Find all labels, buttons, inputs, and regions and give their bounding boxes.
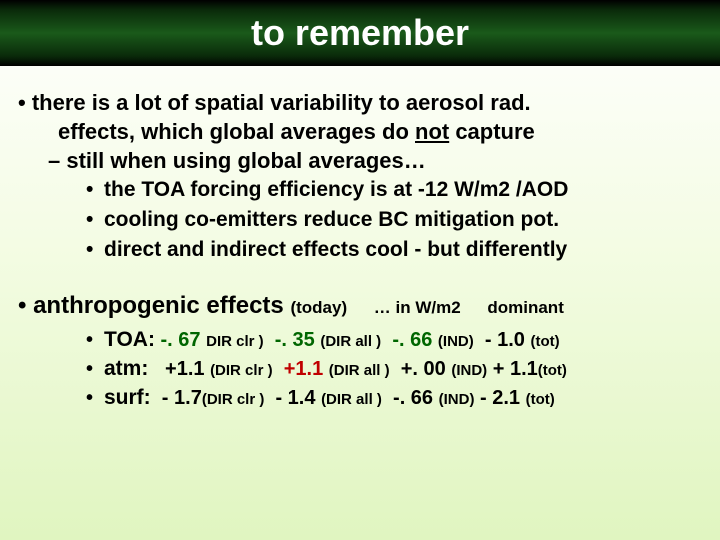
slide-body: • there is a lot of spatial variability … bbox=[0, 66, 720, 413]
row-v1: +1.1 bbox=[165, 358, 204, 380]
row-v3: +. 00 bbox=[401, 358, 446, 380]
row-p2: (DIR all ) bbox=[321, 391, 382, 408]
slide-title: to remember bbox=[251, 12, 469, 54]
sub-bullet-1-text: the TOA forcing efficiency is at -12 W/m… bbox=[104, 178, 568, 201]
row-p1: DIR clr ) bbox=[206, 333, 264, 350]
row-v2: +1.1 bbox=[284, 358, 323, 380]
section-2-head-main: • anthropogenic effects bbox=[18, 292, 290, 319]
sub-bullet-3-text: direct and indirect effects cool - but d… bbox=[104, 238, 567, 261]
row-label: atm: bbox=[104, 357, 148, 380]
section-2-inwm2: … in W/m2 bbox=[374, 298, 461, 317]
sub-bullet-2: •cooling co-emitters reduce BC mitigatio… bbox=[18, 206, 702, 234]
section-2-dominant: dominant bbox=[487, 298, 564, 317]
section-2: • anthropogenic effects (today) … in W/m… bbox=[18, 292, 702, 413]
sub-bullet-3: •direct and indirect effects cool - but … bbox=[18, 236, 702, 264]
row-label: TOA: bbox=[104, 328, 155, 351]
anthro-table: •TOA: -. 67 DIR clr ) -. 35 (DIR all ) -… bbox=[18, 326, 702, 413]
table-row: •surf: - 1.7(DIR clr ) - 1.4 (DIR all ) … bbox=[86, 384, 702, 413]
row-v1: - 1.7 bbox=[162, 387, 202, 409]
row-p2: (DIR all ) bbox=[320, 333, 381, 350]
section-2-today: (today) bbox=[290, 298, 347, 317]
section-2-head: • anthropogenic effects (today) … in W/m… bbox=[18, 292, 702, 320]
bullet-1-line1: • there is a lot of spatial variability … bbox=[18, 88, 702, 117]
bullet-1-dash: – still when using global averages… bbox=[18, 148, 702, 174]
row-vt: - 2.1 bbox=[480, 387, 520, 409]
row-vt: + 1.1 bbox=[493, 358, 538, 380]
row-p2: (DIR all ) bbox=[329, 362, 390, 379]
row-v2: - 1.4 bbox=[275, 387, 315, 409]
bullet-1-line2a: effects, which global averages do bbox=[58, 119, 415, 144]
bullet-1-line2b: capture bbox=[449, 119, 535, 144]
row-v3: -. 66 bbox=[393, 387, 433, 409]
row-vt: - 1.0 bbox=[485, 329, 525, 351]
row-pt: (tot) bbox=[538, 362, 567, 379]
row-p3: (IND) bbox=[439, 391, 475, 408]
row-v2: -. 35 bbox=[275, 329, 315, 351]
bullet-1-not: not bbox=[415, 119, 449, 144]
row-p1: (DIR clr ) bbox=[210, 362, 273, 379]
sub-bullet-1: •the TOA forcing efficiency is at -12 W/… bbox=[18, 176, 702, 204]
row-p3: (IND) bbox=[451, 362, 487, 379]
row-p1: (DIR clr ) bbox=[202, 391, 265, 408]
row-pt: (tot) bbox=[530, 333, 559, 350]
table-row: •atm: +1.1 (DIR clr ) +1.1 (DIR all ) +.… bbox=[86, 355, 702, 384]
bullet-1-line2: effects, which global averages do not ca… bbox=[18, 117, 702, 146]
row-p3: (IND) bbox=[438, 333, 474, 350]
sub-bullet-2-text: cooling co-emitters reduce BC mitigation… bbox=[104, 208, 559, 231]
table-row: •TOA: -. 67 DIR clr ) -. 35 (DIR all ) -… bbox=[86, 326, 702, 355]
row-v1: -. 67 bbox=[161, 329, 201, 351]
row-label: surf: bbox=[104, 386, 151, 409]
row-pt: (tot) bbox=[526, 391, 555, 408]
title-bar: to remember bbox=[0, 0, 720, 66]
row-v3: -. 66 bbox=[392, 329, 432, 351]
